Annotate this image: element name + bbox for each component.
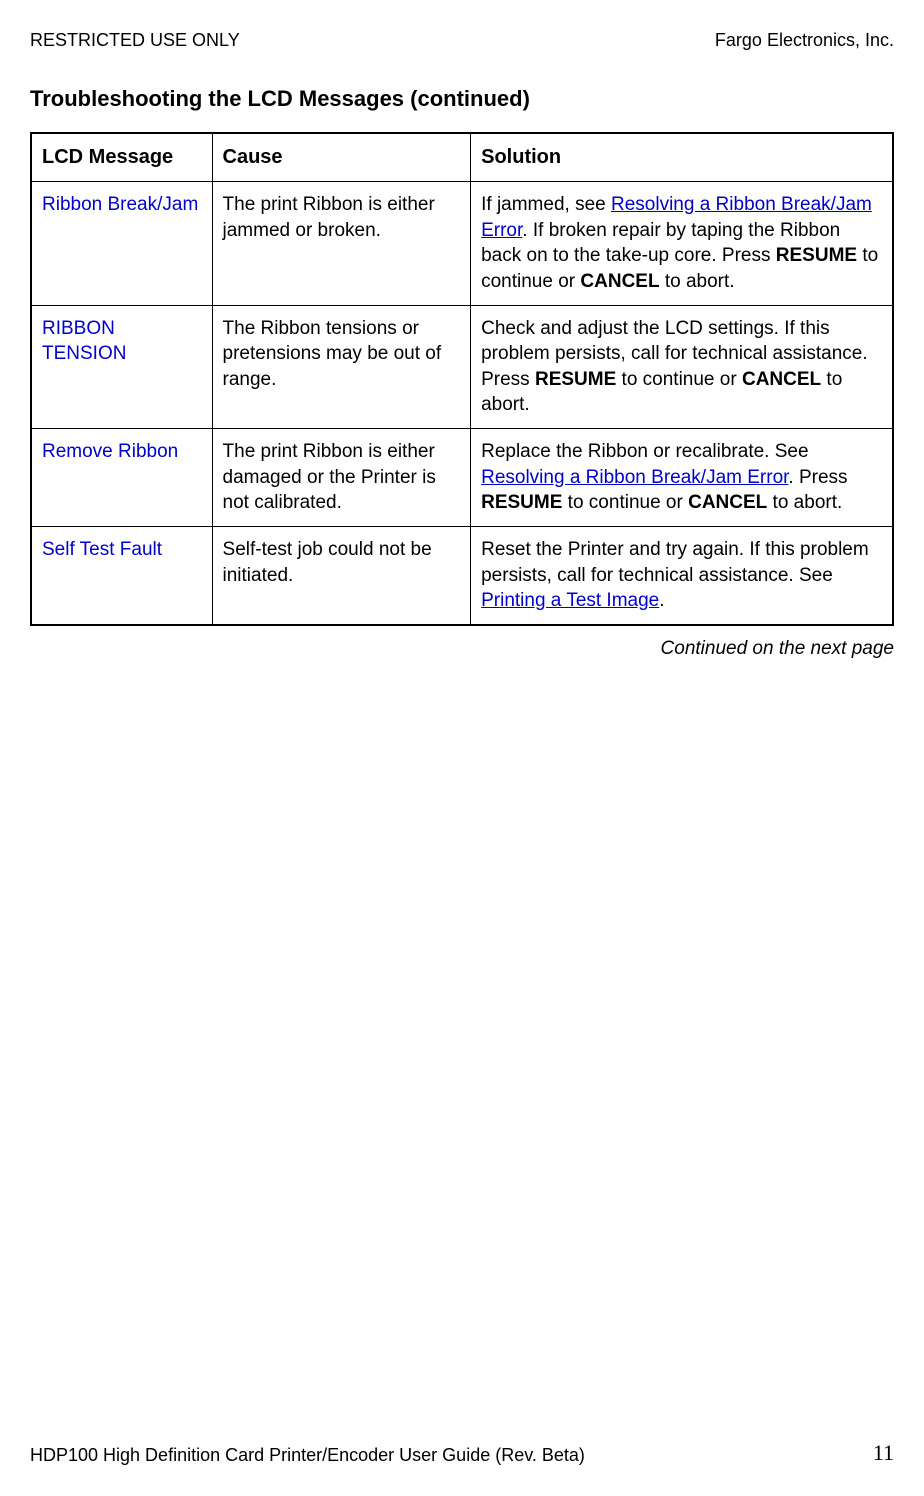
solution-cell: If jammed, see Resolving a Ribbon Break/… xyxy=(471,182,893,306)
solution-text: Replace the Ribbon or recalibrate. See xyxy=(481,441,808,462)
solution-cell: Check and adjust the LCD settings. If th… xyxy=(471,305,893,429)
lcd-message: Remove Ribbon xyxy=(31,429,212,527)
page-footer: HDP100 High Definition Card Printer/Enco… xyxy=(30,1440,894,1466)
table-row: Remove Ribbon The print Ribbon is either… xyxy=(31,429,893,527)
lcd-message: Ribbon Break/Jam xyxy=(31,182,212,306)
solution-text: to abort. xyxy=(660,271,735,292)
resume-label: RESUME xyxy=(481,492,562,513)
solution-cell: Replace the Ribbon or recalibrate. See R… xyxy=(471,429,893,527)
solution-cell: Reset the Printer and try again. If this… xyxy=(471,527,893,625)
table-header-row: LCD Message Cause Solution xyxy=(31,133,893,182)
troubleshooting-table: LCD Message Cause Solution Ribbon Break/… xyxy=(30,132,894,626)
cancel-label: CANCEL xyxy=(688,492,767,513)
resume-label: RESUME xyxy=(776,245,857,266)
link-resolving-ribbon[interactable]: Resolving a Ribbon Break/Jam Error xyxy=(481,467,788,488)
footer-left: HDP100 High Definition Card Printer/Enco… xyxy=(30,1445,585,1466)
header-left: RESTRICTED USE ONLY xyxy=(30,30,240,51)
table-row: Self Test Fault Self-test job could not … xyxy=(31,527,893,625)
solution-text: to continue or xyxy=(562,492,688,513)
cancel-label: CANCEL xyxy=(580,271,659,292)
continued-note: Continued on the next page xyxy=(30,638,894,660)
lcd-message: RIBBON TENSION xyxy=(31,305,212,429)
solution-text: to abort. xyxy=(767,492,842,513)
cancel-label: CANCEL xyxy=(742,369,821,390)
cause-cell: The print Ribbon is either damaged or th… xyxy=(212,429,471,527)
cause-cell: The Ribbon tensions or pretensions may b… xyxy=(212,305,471,429)
header-right: Fargo Electronics, Inc. xyxy=(715,30,894,51)
resume-label: RESUME xyxy=(535,369,616,390)
solution-text: . xyxy=(659,590,664,611)
lcd-message: Self Test Fault xyxy=(31,527,212,625)
table-row: Ribbon Break/Jam The print Ribbon is eit… xyxy=(31,182,893,306)
col-header-cause: Cause xyxy=(212,133,471,182)
solution-text: If jammed, see xyxy=(481,194,611,215)
col-header-message: LCD Message xyxy=(31,133,212,182)
solution-text: to continue or xyxy=(616,369,742,390)
page-number: 11 xyxy=(873,1440,894,1466)
page-header: RESTRICTED USE ONLY Fargo Electronics, I… xyxy=(30,30,894,51)
table-row: RIBBON TENSION The Ribbon tensions or pr… xyxy=(31,305,893,429)
section-title: Troubleshooting the LCD Messages (contin… xyxy=(30,86,894,112)
link-printing-test-image[interactable]: Printing a Test Image xyxy=(481,590,659,611)
cause-cell: Self-test job could not be initiated. xyxy=(212,527,471,625)
solution-text: . Press xyxy=(788,467,847,488)
solution-text: Reset the Printer and try again. If this… xyxy=(481,539,869,586)
col-header-solution: Solution xyxy=(471,133,893,182)
cause-cell: The print Ribbon is either jammed or bro… xyxy=(212,182,471,306)
